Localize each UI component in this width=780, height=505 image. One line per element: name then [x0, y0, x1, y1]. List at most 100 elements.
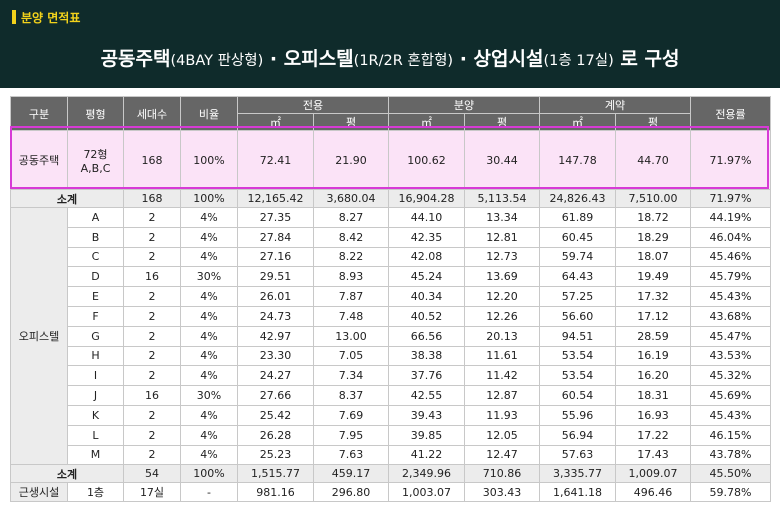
header-sale: 분양 — [388, 96, 540, 114]
row-units: 2 — [123, 325, 181, 347]
subtotal-label: 소계 — [10, 464, 124, 484]
value-cell: 24.27 — [237, 365, 314, 387]
office-row: C 2 4% 27.16 8.22 42.08 12.73 59.74 18.07 45.46% — [11, 246, 771, 268]
value-cell: 303.43 — [464, 482, 540, 503]
value-cell: 17.12 — [615, 305, 691, 327]
housing-subtotal-row: 소계 168 100% 12,165.42 3,680.04 16,904.28 5,113… — [10, 189, 771, 208]
value-cell: 43.68% — [690, 305, 771, 327]
title-part: (1R/2R 혼합형) — [353, 53, 454, 69]
office-category: 오피스텔 — [10, 206, 68, 466]
title-part: · 오피스텔 — [263, 48, 354, 70]
value-cell: 44.19% — [690, 207, 771, 228]
value-cell: 12.81 — [464, 226, 540, 248]
row-type: F — [67, 305, 124, 327]
header-exclusive-rate: 전용률 — [690, 96, 771, 131]
header-contract: 계약 — [539, 96, 691, 114]
row-units: 2 — [123, 226, 181, 248]
row-ratio: 4% — [180, 444, 238, 466]
value-cell: 42.55 — [388, 385, 465, 406]
row-units: 168 — [123, 130, 181, 190]
header-gubun: 구분 — [10, 96, 68, 131]
header-type: 평형 — [67, 96, 124, 131]
office-row: M 2 4% 25.23 7.63 41.22 12.47 57.63 17.43 43.78% — [11, 444, 771, 466]
value-cell: 42.35 — [388, 226, 465, 248]
value-cell: 27.16 — [237, 246, 314, 268]
value-cell: 12.05 — [464, 424, 540, 446]
value-cell: 53.54 — [539, 345, 616, 367]
value-cell: 100.62 — [388, 130, 465, 190]
value-cell: 45.69% — [690, 385, 771, 406]
value-cell: 8.93 — [313, 266, 389, 288]
value-cell: 53.54 — [539, 365, 616, 387]
value-cell: 66.56 — [388, 325, 465, 347]
value-cell: 27.35 — [237, 207, 314, 228]
value-cell: 45.43% — [690, 404, 771, 426]
header-m2: ㎡ — [388, 113, 465, 131]
header-exclusive: 전용 — [237, 96, 389, 114]
value-cell: 42.08 — [388, 246, 465, 268]
tag-bar-icon — [12, 10, 16, 24]
title-part: 로 구성 — [613, 48, 680, 70]
row-type: H — [67, 345, 124, 367]
value-cell: 72.41 — [237, 130, 314, 190]
row-units: 168 — [123, 189, 181, 208]
row-units: 2 — [123, 404, 181, 426]
value-cell: 43.53% — [690, 345, 771, 367]
value-cell: 21.90 — [313, 130, 389, 190]
row-category: 근생시설 — [10, 482, 68, 503]
value-cell: 11.93 — [464, 404, 540, 426]
value-cell: 19.49 — [615, 266, 691, 288]
row-units: 2 — [123, 345, 181, 367]
value-cell: 16.93 — [615, 404, 691, 426]
row-ratio: 4% — [180, 365, 238, 387]
office-row: 오피스텔 A 2 4% 27.35 8.27 44.10 13.34 61.89 18.72 44.… — [10, 206, 771, 466]
value-cell: 12.47 — [464, 444, 540, 466]
row-units: 17실 — [123, 482, 181, 503]
value-cell: 2,349.96 — [388, 464, 465, 484]
office-row: J 16 30% 27.66 8.37 42.55 12.87 60.54 18.31 45.69… — [11, 385, 771, 406]
row-units: 2 — [123, 444, 181, 466]
value-cell: 27.84 — [237, 226, 314, 248]
row-type: L — [67, 424, 124, 446]
header-pyeong: 평 — [615, 113, 691, 131]
value-cell: 24.73 — [237, 305, 314, 327]
value-cell: 25.23 — [237, 444, 314, 466]
value-cell: 8.42 — [313, 226, 389, 248]
value-cell: 1,515.77 — [237, 464, 314, 484]
row-type: I — [67, 365, 124, 387]
value-cell: 60.45 — [539, 226, 616, 248]
value-cell: 25.42 — [237, 404, 314, 426]
value-cell: 40.52 — [388, 305, 465, 327]
value-cell: 59.78% — [690, 482, 771, 503]
value-cell: 12,165.42 — [237, 189, 314, 208]
value-cell: 38.38 — [388, 345, 465, 367]
title-part: · 상업시설 — [453, 48, 544, 70]
row-ratio: 4% — [180, 226, 238, 248]
value-cell: 56.60 — [539, 305, 616, 327]
value-cell: 45.79% — [690, 266, 771, 288]
section-tag-label: 분양 면적표 — [21, 10, 81, 25]
header-units: 세대수 — [123, 96, 181, 131]
row-category: 공동주택 — [10, 130, 68, 190]
row-type: A — [67, 207, 124, 228]
row-ratio: 4% — [180, 424, 238, 446]
header-m2: ㎡ — [539, 113, 616, 131]
value-cell: 296.80 — [313, 482, 389, 503]
value-cell: 16.20 — [615, 365, 691, 387]
value-cell: 13.69 — [464, 266, 540, 288]
row-ratio: 4% — [180, 246, 238, 268]
row-ratio: 4% — [180, 305, 238, 327]
value-cell: 57.63 — [539, 444, 616, 466]
office-row: E 2 4% 26.01 7.87 40.34 12.20 57.25 17.32 45.43% — [11, 286, 771, 307]
value-cell: 45.32% — [690, 365, 771, 387]
value-cell: 18.31 — [615, 385, 691, 406]
value-cell: 18.07 — [615, 246, 691, 268]
office-subtotal-row: 소계 54 100% 1,515.77 459.17 2,349.96 710.86 3,33… — [10, 464, 771, 484]
title-part: (4BAY 판상형) — [170, 53, 264, 69]
row-units: 2 — [123, 207, 181, 228]
area-table: 구분 평형 세대수 비율 전용 분양 계약 전용률 ㎡ 평 ㎡ 평 ㎡ 평 공동… — [10, 96, 771, 503]
value-cell: 59.74 — [539, 246, 616, 268]
row-units: 16 — [123, 266, 181, 288]
value-cell: 13.34 — [464, 207, 540, 228]
value-cell: 12.73 — [464, 246, 540, 268]
